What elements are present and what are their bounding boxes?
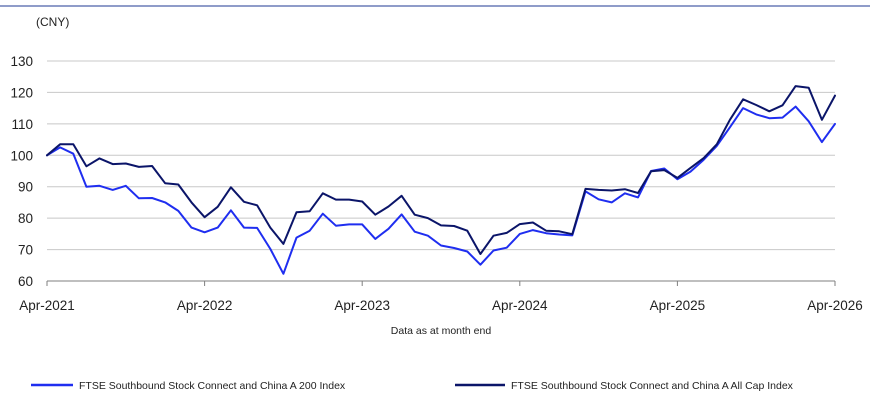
y-tick-label: 100 bbox=[10, 148, 33, 163]
y-tick-labels: 60 70 80 90 100 110 120 130 bbox=[10, 54, 33, 289]
legend: FTSE Southbound Stock Connect and China … bbox=[31, 380, 794, 392]
x-tick-labels: Apr-2021 Apr-2022 Apr-2023 Apr-2024 Apr-2025… bbox=[19, 298, 863, 313]
x-tick-label: Apr-2023 bbox=[334, 298, 390, 313]
legend-label-1: FTSE Southbound Stock Connect and China … bbox=[79, 380, 346, 392]
gridlines bbox=[47, 60, 835, 251]
x-axis bbox=[46, 280, 836, 286]
x-axis-note: Data as at month end bbox=[391, 325, 492, 337]
y-tick-label: 130 bbox=[10, 54, 33, 69]
series-lines bbox=[46, 85, 836, 275]
y-tick-label: 120 bbox=[10, 85, 33, 100]
y-tick-label: 70 bbox=[18, 243, 33, 258]
y-tick-label: 90 bbox=[18, 180, 33, 195]
series-line-1 bbox=[46, 105, 836, 275]
y-tick-label: 110 bbox=[11, 117, 33, 132]
x-tick-label: Apr-2021 bbox=[19, 298, 75, 313]
x-tick-label: Apr-2024 bbox=[492, 298, 548, 313]
legend-label-2: FTSE Southbound Stock Connect and China … bbox=[511, 380, 794, 392]
y-axis-unit-label: (CNY) bbox=[36, 15, 69, 29]
x-tick-label: Apr-2022 bbox=[177, 298, 233, 313]
x-tick-label: Apr-2026 bbox=[807, 298, 863, 313]
y-tick-label: 80 bbox=[18, 211, 33, 226]
y-tick-label: 60 bbox=[18, 274, 33, 289]
series-line-2 bbox=[46, 85, 836, 255]
x-tick-label: Apr-2025 bbox=[650, 298, 706, 313]
